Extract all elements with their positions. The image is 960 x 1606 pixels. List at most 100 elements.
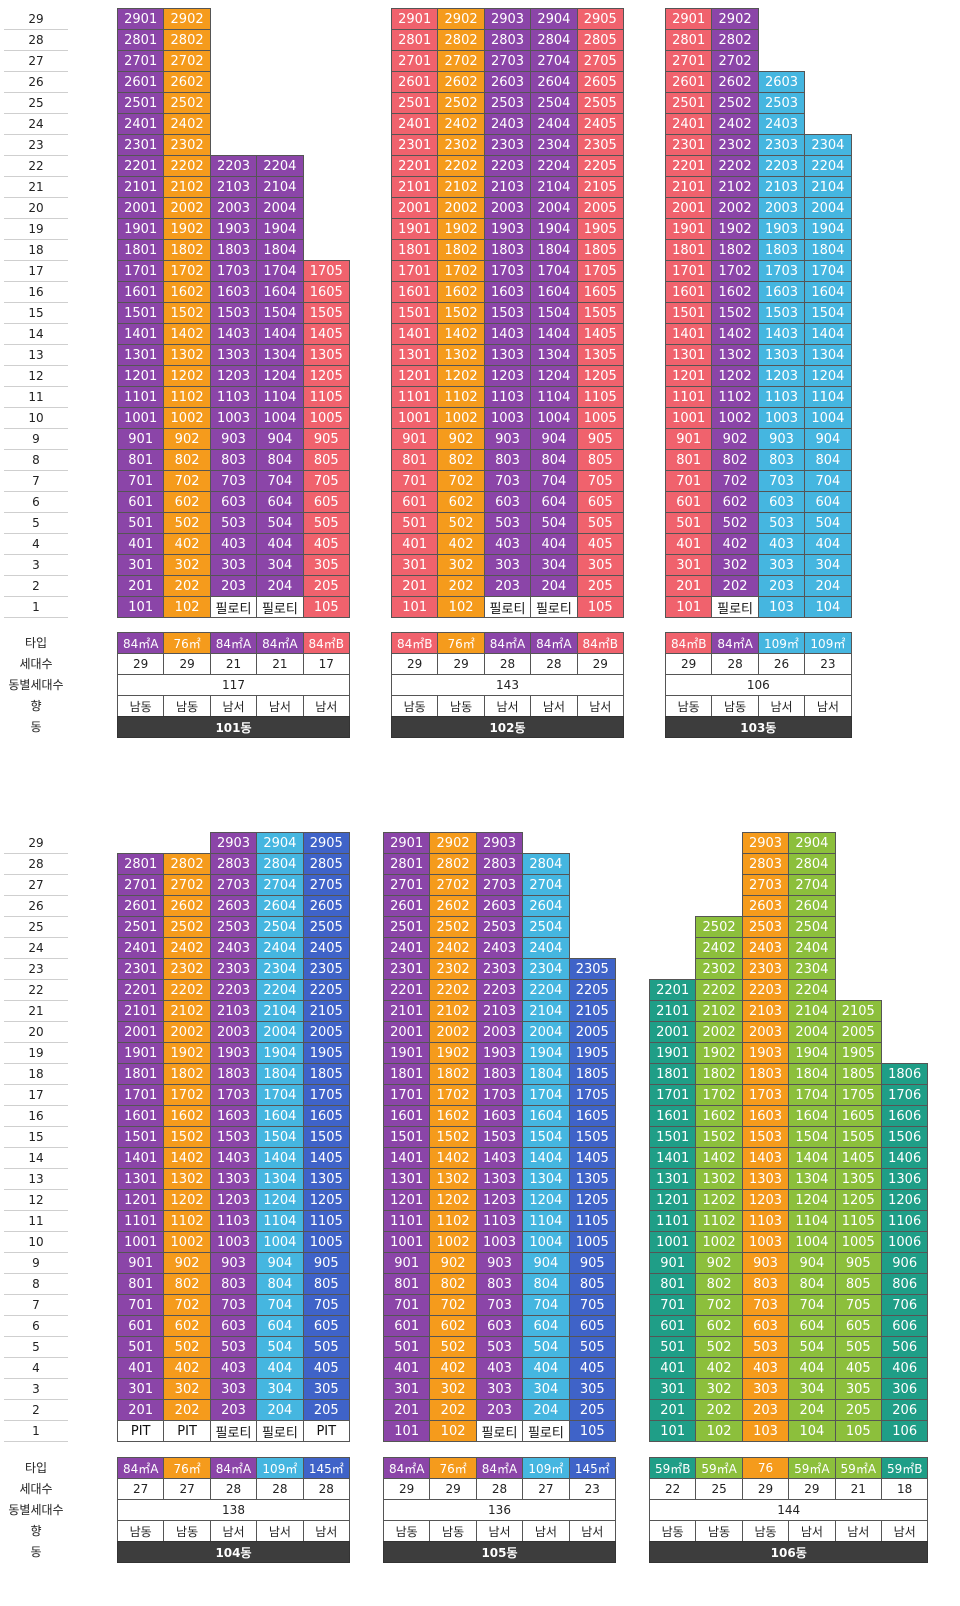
unit-cell[interactable]: 1401 <box>383 1147 431 1169</box>
unit-cell[interactable]: 405 <box>302 533 350 555</box>
unit-cell[interactable]: 1502 <box>711 302 759 324</box>
unit-cell[interactable]: 2501 <box>117 92 165 114</box>
unit-cell[interactable]: 2301 <box>665 134 713 156</box>
unit-cell[interactable]: 2502 <box>429 916 477 938</box>
unit-cell[interactable]: 2202 <box>695 979 743 1001</box>
unit-cell[interactable]: 2401 <box>117 937 165 959</box>
unit-cell[interactable]: 601 <box>391 491 439 513</box>
unit-cell[interactable]: 301 <box>117 1378 165 1400</box>
unit-cell[interactable]: 701 <box>391 470 439 492</box>
unit-cell[interactable]: 1404 <box>256 323 304 345</box>
unit-cell[interactable]: 1905 <box>834 1042 882 1064</box>
unit-cell[interactable]: 202 <box>429 1399 477 1421</box>
unit-cell[interactable]: 2005 <box>576 197 624 219</box>
unit-cell[interactable]: 1304 <box>256 1168 304 1190</box>
unit-cell[interactable]: 1205 <box>834 1189 882 1211</box>
unit-cell[interactable]: 1506 <box>881 1126 929 1148</box>
unit-cell[interactable]: 2601 <box>665 71 713 93</box>
unit-cell[interactable]: 903 <box>475 1252 524 1274</box>
unit-cell[interactable]: 1702 <box>711 260 759 282</box>
unit-cell[interactable]: 1405 <box>302 323 350 345</box>
unit-cell[interactable]: 1004 <box>530 407 578 429</box>
unit-cell[interactable]: 1603 <box>757 281 806 303</box>
unit-cell[interactable]: 605 <box>568 1315 616 1337</box>
unit-cell[interactable]: 2003 <box>209 1021 258 1043</box>
unit-cell[interactable]: 301 <box>665 554 713 576</box>
unit-cell[interactable]: 401 <box>665 533 713 555</box>
unit-cell[interactable]: 203 <box>483 575 532 597</box>
unit-cell[interactable]: 503 <box>475 1336 524 1358</box>
unit-cell[interactable]: 2204 <box>530 155 578 177</box>
unit-cell[interactable]: 303 <box>475 1378 524 1400</box>
unit-cell[interactable]: 2004 <box>522 1021 570 1043</box>
unit-cell[interactable]: 1403 <box>209 323 258 345</box>
unit-cell[interactable]: 605 <box>302 1315 350 1337</box>
unit-cell[interactable]: 2502 <box>163 916 211 938</box>
unit-cell[interactable]: 504 <box>256 1336 304 1358</box>
unit-cell[interactable]: 1402 <box>695 1147 743 1169</box>
unit-cell[interactable]: 702 <box>429 1294 477 1316</box>
unit-cell[interactable]: 1902 <box>163 1042 211 1064</box>
unit-cell[interactable]: 2405 <box>302 937 350 959</box>
unit-cell[interactable]: 205 <box>302 1399 350 1421</box>
unit-cell[interactable]: 203 <box>757 575 806 597</box>
unit-cell[interactable]: 1204 <box>522 1189 570 1211</box>
unit-cell[interactable]: 303 <box>757 554 806 576</box>
unit-cell[interactable]: 1301 <box>665 344 713 366</box>
unit-cell[interactable]: 1503 <box>209 302 258 324</box>
unit-cell[interactable]: 902 <box>437 428 485 450</box>
unit-cell[interactable]: 1602 <box>695 1105 743 1127</box>
unit-cell[interactable]: 1405 <box>568 1147 616 1169</box>
unit-cell[interactable]: 402 <box>711 533 759 555</box>
unit-cell[interactable]: 905 <box>576 428 624 450</box>
unit-cell[interactable]: 301 <box>383 1378 431 1400</box>
unit-cell[interactable]: 505 <box>302 1336 350 1358</box>
unit-cell[interactable]: 1403 <box>483 323 532 345</box>
unit-cell[interactable]: 1405 <box>302 1147 350 1169</box>
unit-cell[interactable]: 1705 <box>576 260 624 282</box>
unit-cell[interactable]: 1704 <box>530 260 578 282</box>
unit-cell[interactable]: 202 <box>163 1399 211 1421</box>
unit-cell[interactable]: 1301 <box>391 344 439 366</box>
unit-cell[interactable]: 2405 <box>576 113 624 135</box>
unit-cell[interactable]: 2102 <box>163 176 211 198</box>
unit-cell[interactable]: 1101 <box>665 386 713 408</box>
unit-cell[interactable]: 2204 <box>804 155 852 177</box>
unit-cell[interactable]: 1303 <box>209 344 258 366</box>
unit-cell[interactable]: 1402 <box>437 323 485 345</box>
unit-cell[interactable]: 1504 <box>256 1126 304 1148</box>
unit-cell[interactable]: 1402 <box>163 323 211 345</box>
unit-cell[interactable]: 2202 <box>429 979 477 1001</box>
unit-cell[interactable]: 2404 <box>788 937 836 959</box>
unit-cell[interactable]: 2504 <box>256 916 304 938</box>
unit-cell[interactable]: 2001 <box>383 1021 431 1043</box>
unit-cell[interactable]: 1505 <box>576 302 624 324</box>
unit-cell[interactable]: 1101 <box>383 1210 431 1232</box>
unit-cell[interactable]: 1904 <box>804 218 852 240</box>
unit-cell[interactable]: 1203 <box>741 1189 790 1211</box>
unit-cell[interactable]: 1001 <box>117 1231 165 1253</box>
unit-cell[interactable]: 505 <box>302 512 350 534</box>
unit-cell[interactable]: 1803 <box>483 239 532 261</box>
unit-cell[interactable]: 1102 <box>429 1210 477 1232</box>
unit-cell[interactable]: 403 <box>757 533 806 555</box>
unit-cell[interactable]: 101 <box>391 596 439 618</box>
unit-cell[interactable]: 1601 <box>117 1105 165 1127</box>
unit-cell[interactable]: 1802 <box>429 1063 477 1085</box>
unit-cell[interactable]: 704 <box>804 470 852 492</box>
unit-cell[interactable]: 902 <box>711 428 759 450</box>
unit-cell[interactable]: 1804 <box>522 1063 570 1085</box>
unit-cell[interactable]: 2902 <box>437 8 485 30</box>
unit-cell[interactable]: 2101 <box>117 1000 165 1022</box>
unit-cell[interactable]: 904 <box>804 428 852 450</box>
unit-cell[interactable]: 2402 <box>163 937 211 959</box>
pit-cell[interactable]: PIT <box>163 1420 211 1442</box>
unit-cell[interactable]: 503 <box>483 512 532 534</box>
unit-cell[interactable]: 101 <box>383 1420 431 1442</box>
unit-cell[interactable]: 403 <box>741 1357 790 1379</box>
unit-cell[interactable]: 2503 <box>741 916 790 938</box>
unit-cell[interactable]: 1103 <box>757 386 806 408</box>
unit-cell[interactable]: 1304 <box>256 344 304 366</box>
unit-cell[interactable]: 402 <box>163 533 211 555</box>
unit-cell[interactable]: 301 <box>391 554 439 576</box>
